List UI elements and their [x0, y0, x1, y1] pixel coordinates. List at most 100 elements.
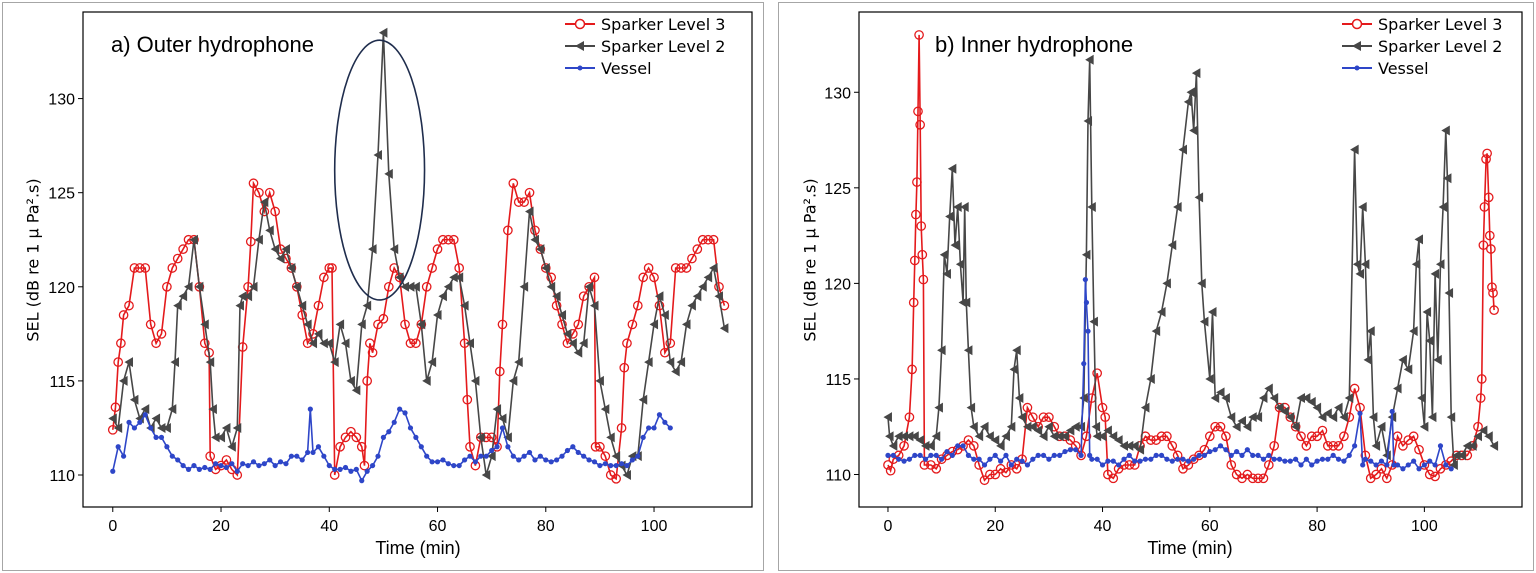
data-point-circle	[1022, 402, 1033, 413]
data-point-dot	[944, 448, 950, 455]
data-point-triangle	[1307, 396, 1316, 407]
data-point-triangle	[1468, 440, 1477, 451]
data-point-dot	[1416, 466, 1422, 472]
data-point-dot	[1212, 447, 1218, 453]
data-point-dot	[364, 468, 370, 474]
data-point-dot	[1346, 452, 1352, 458]
data-point-triangle	[1403, 364, 1413, 375]
data-point-circle	[1376, 463, 1387, 474]
data-point-dot	[1298, 462, 1304, 468]
data-point-dot	[1126, 452, 1132, 458]
data-point-dot	[1335, 456, 1342, 462]
data-point-circle	[619, 362, 630, 373]
series-vessel	[885, 276, 1454, 472]
data-point-circle	[1044, 412, 1054, 423]
data-point-triangle	[1108, 431, 1118, 442]
data-point-dot	[1378, 458, 1385, 464]
data-point-triangle	[162, 422, 171, 433]
data-point-triangle	[1183, 96, 1193, 107]
data-point-circle	[916, 221, 927, 231]
data-point-triangle	[1207, 307, 1217, 318]
data-point-dot	[294, 453, 300, 459]
data-point-dot	[1089, 456, 1095, 462]
axes-frame	[82, 11, 753, 508]
data-point-circle	[319, 272, 329, 283]
data-point-circle	[911, 209, 921, 220]
data-point-triangle	[955, 259, 965, 270]
data-point-dot	[245, 462, 251, 469]
data-point-circle	[1210, 421, 1221, 432]
data-point-dot	[386, 429, 392, 435]
data-point-triangle	[319, 338, 328, 349]
data-point-dot	[1293, 456, 1299, 462]
data-point-triangle	[508, 375, 518, 386]
data-point-circle	[156, 328, 167, 339]
data-point-circle	[1481, 154, 1491, 165]
data-point-triangle	[324, 338, 334, 349]
data-point-triangle	[606, 432, 615, 443]
data-point-dot	[1085, 328, 1091, 334]
data-point-circle	[1478, 240, 1489, 251]
data-point-triangle	[1119, 440, 1128, 451]
data-point-triangle	[384, 168, 393, 179]
data-point-dot	[326, 462, 332, 469]
data-point-dot	[397, 406, 403, 412]
data-point-dot	[277, 459, 284, 465]
data-point-dot	[1239, 452, 1245, 458]
data-point-circle	[432, 244, 443, 254]
data-point-dot	[207, 466, 213, 472]
x-tick-label: 20	[212, 518, 230, 535]
data-point-dot	[1266, 452, 1272, 458]
data-point-triangle	[1452, 450, 1461, 461]
data-point-circle	[178, 244, 188, 254]
data-point-dot	[175, 457, 181, 463]
data-point-circle	[904, 412, 915, 423]
data-point-triangle	[286, 262, 296, 273]
data-point-dot	[933, 452, 939, 458]
data-point-triangle	[1089, 316, 1098, 327]
data-point-dot	[1360, 462, 1366, 468]
data-point-circle	[340, 432, 351, 443]
data-point-triangle	[1014, 393, 1024, 404]
data-point-dot	[1110, 458, 1116, 464]
data-point-dot	[1180, 456, 1186, 462]
data-point-triangle	[1442, 173, 1452, 184]
data-point-dot	[1448, 466, 1454, 472]
data-point-circle	[378, 313, 389, 324]
data-point-triangle	[541, 262, 550, 273]
data-point-triangle	[934, 402, 943, 413]
data-point-circle	[1100, 412, 1111, 423]
data-point-circle	[1489, 305, 1499, 315]
data-point-triangle	[1339, 412, 1348, 423]
data-point-dot	[1384, 462, 1390, 468]
data-point-triangle	[525, 206, 534, 217]
data-point-dot	[115, 444, 121, 450]
data-point-triangle	[552, 291, 561, 302]
data-point-triangle	[961, 297, 971, 308]
data-point-triangle	[1449, 459, 1458, 470]
data-point-dot	[586, 457, 592, 463]
data-point-dot	[1357, 410, 1363, 416]
data-point-circle	[462, 394, 473, 405]
panel-b-frame	[778, 2, 1534, 571]
data-point-triangle	[904, 431, 914, 442]
data-point-dot	[1094, 456, 1100, 462]
data-point-dot	[1314, 458, 1320, 464]
data-point-dot	[912, 452, 918, 458]
data-point-circle	[110, 402, 121, 413]
data-point-dot	[1411, 458, 1417, 464]
data-point-triangle	[1087, 201, 1096, 212]
data-point-circle	[1479, 202, 1490, 212]
data-point-dot	[928, 452, 934, 458]
data-point-triangle	[1151, 326, 1161, 337]
data-point-triangle	[1344, 393, 1354, 404]
x-tick-label: 100	[1411, 518, 1438, 535]
data-point-dot	[1046, 456, 1052, 462]
data-point-circle	[638, 272, 649, 283]
data-point-triangle	[1060, 431, 1069, 442]
data-point-triangle	[1328, 412, 1338, 423]
data-point-triangle	[1028, 421, 1037, 432]
data-point-triangle	[1162, 278, 1171, 289]
data-point-triangle	[1033, 425, 1043, 436]
data-point-triangle	[1226, 412, 1236, 423]
